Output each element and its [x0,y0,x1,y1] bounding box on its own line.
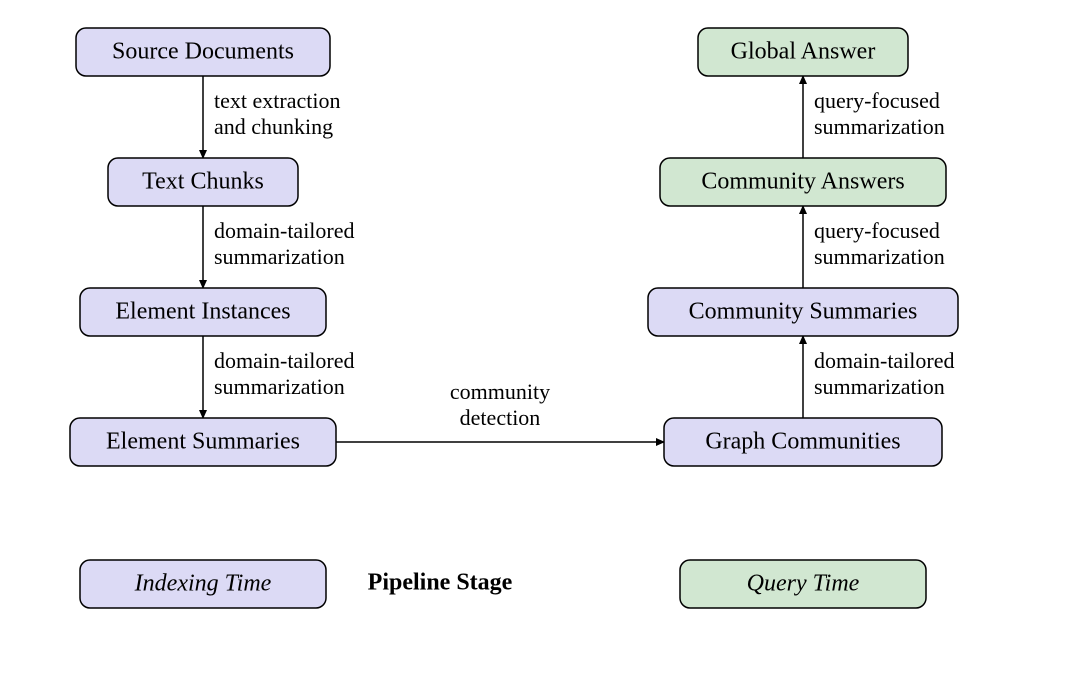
node-label: Graph Communities [705,429,900,455]
edge-source_docs-to-text_chunks: text extractionand chunking [203,76,340,158]
node-label: Element Summaries [106,429,300,455]
legend-item-indexing-time: Indexing Time [80,560,326,608]
node-community_answers: Community Answers [660,158,946,206]
node-graph_communities: Graph Communities [664,418,942,466]
node-text_chunks: Text Chunks [108,158,298,206]
legend-item-query-time: Query Time [680,560,926,608]
node-global_answer: Global Answer [698,28,908,76]
node-element_instances: Element Instances [80,288,326,336]
pipeline-stage-label: Pipeline Stage [368,570,513,596]
edge-label: domain-tailoredsummarization [814,348,955,399]
edge-label: query-focusedsummarization [814,218,945,269]
node-source_docs: Source Documents [76,28,330,76]
edge-element_instances-to-element_summaries: domain-tailoredsummarization [203,336,355,418]
node-label: Community Summaries [689,299,918,325]
edge-community_summaries-to-community_answers: query-focusedsummarization [803,206,945,288]
edges: text extractionand chunking domain-tailor… [203,76,955,442]
edge-text_chunks-to-element_instances: domain-tailoredsummarization [203,206,355,288]
node-label: Global Answer [731,39,876,65]
node-label: Community Answers [701,169,904,195]
node-label: Source Documents [112,39,294,65]
node-community_summaries: Community Summaries [648,288,958,336]
edge-label: communitydetection [450,379,550,430]
node-element_summaries: Element Summaries [70,418,336,466]
node-label: Element Instances [115,299,290,325]
pipeline-flowchart: text extractionand chunking domain-tailor… [0,0,1080,680]
edge-community_answers-to-global_answer: query-focusedsummarization [803,76,945,158]
edge-element_summaries-to-graph_communities: communitydetection [336,379,664,442]
node-label: Text Chunks [142,169,264,195]
edge-label: query-focusedsummarization [814,88,945,139]
legend: Indexing Time Query Time Pipeline Stage [80,560,926,608]
legend-label: Query Time [747,571,860,597]
legend-label: Indexing Time [134,571,272,597]
edge-graph_communities-to-community_summaries: domain-tailoredsummarization [803,336,955,418]
edge-label: text extractionand chunking [214,88,340,139]
edge-label: domain-tailoredsummarization [214,348,355,399]
edge-label: domain-tailoredsummarization [214,218,355,269]
